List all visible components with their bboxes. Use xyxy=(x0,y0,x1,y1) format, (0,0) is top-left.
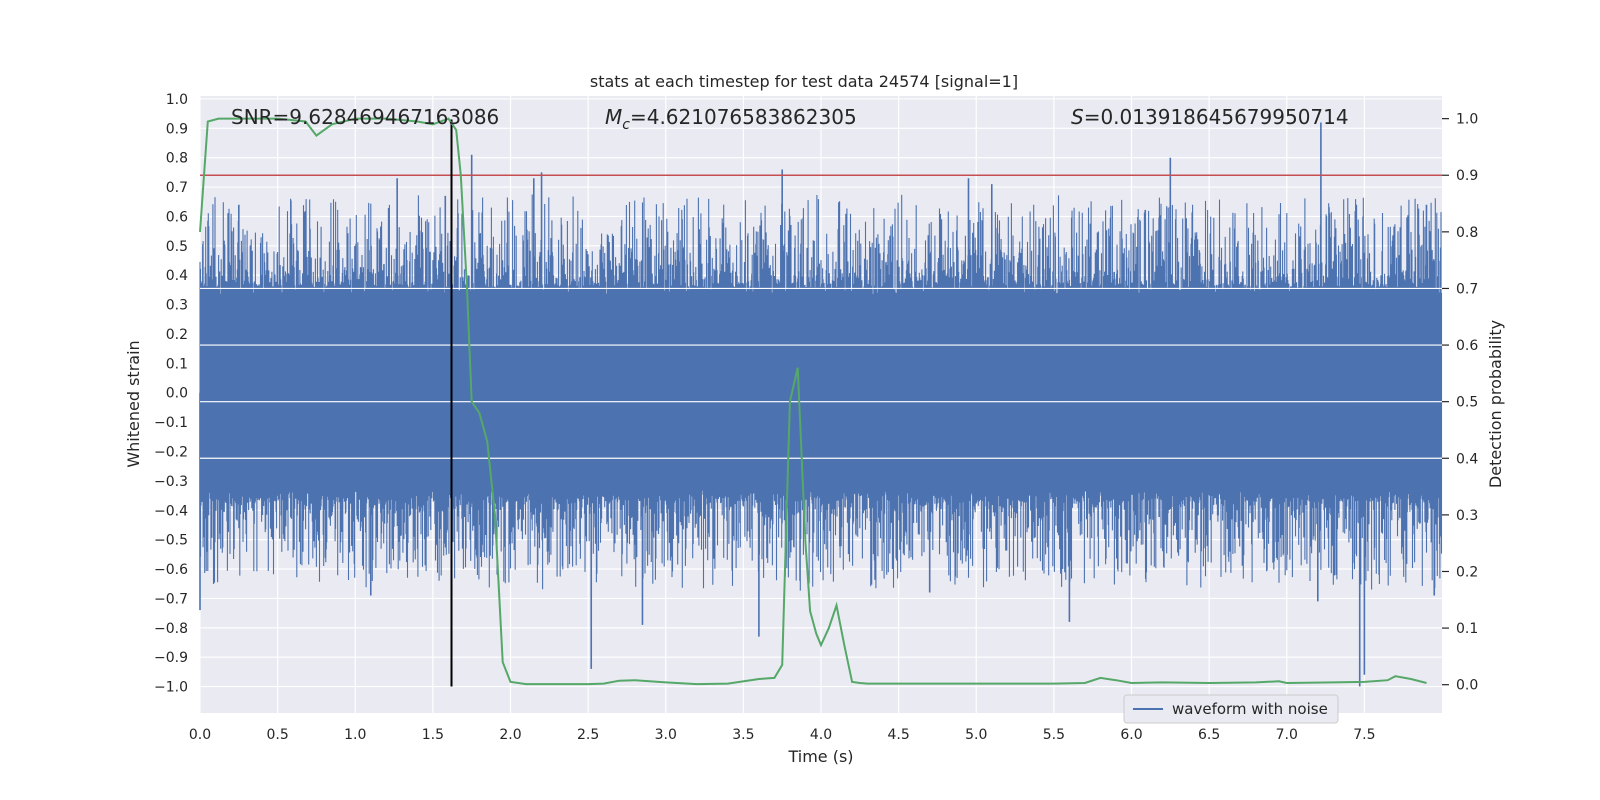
waveform-series xyxy=(199,122,1443,687)
x-tick-label: 5.0 xyxy=(965,727,987,743)
y-left-tick-label: −0.3 xyxy=(154,474,188,490)
legend-box xyxy=(1123,694,1339,724)
y-right-tick-label: 0.4 xyxy=(1456,451,1478,467)
y-left-tick-label: 0.6 xyxy=(166,209,188,225)
snr-annotation: SNR=9.628469467163086 xyxy=(231,105,499,129)
y-left-tick-label: −0.5 xyxy=(154,533,188,549)
y-right-tick-label: 0.7 xyxy=(1456,281,1478,297)
mc-subscript: c xyxy=(622,117,630,133)
waveform-core xyxy=(200,295,1442,490)
mc-symbol: M xyxy=(605,105,622,129)
y-left-tick-label: 0.8 xyxy=(166,151,188,167)
y-right-tick-label: 0.1 xyxy=(1456,621,1478,637)
y-left-tick-label: 1.0 xyxy=(166,92,188,108)
y-left-tick-label: 0.0 xyxy=(166,386,188,402)
probability-line xyxy=(199,117,1427,686)
y-left-tick-label: −0.4 xyxy=(154,503,188,519)
y-left-axis-ticks: 1.0 0.9 0.8 0.7 0.6 0.5 0.4 0.3 0.2 0.1 0.0 −0.1 −0.… xyxy=(154,92,188,696)
x-tick-label: 5.5 xyxy=(1043,727,1065,743)
y-left-tick-label: 0.1 xyxy=(166,356,188,372)
legend-label: waveform with noise xyxy=(1172,700,1328,718)
x-tick-label: 3.0 xyxy=(655,727,677,743)
x-tick-label: 0.5 xyxy=(266,727,288,743)
y-left-axis-label: Whitened strain xyxy=(124,340,143,467)
x-tick-label: 1.5 xyxy=(422,727,444,743)
y-right-tick-label: 0.6 xyxy=(1456,338,1478,354)
y-left-tick-label: −0.8 xyxy=(154,621,188,637)
s-value: =0.013918645679950714 xyxy=(1084,105,1349,129)
s-symbol: S xyxy=(1071,105,1084,129)
x-tick-label: 6.5 xyxy=(1198,727,1220,743)
y-right-axis-label: Detection probability xyxy=(1486,320,1505,488)
y-left-tick-label: −0.6 xyxy=(154,562,188,578)
chirp-mass-annotation: Mc=4.621076583862305 xyxy=(605,105,857,133)
y-left-tick-label: −0.7 xyxy=(154,591,188,607)
x-tick-label: 4.0 xyxy=(810,727,832,743)
y-left-tick-label: 0.9 xyxy=(166,121,188,137)
chart-title: stats at each timestep for test data 245… xyxy=(590,72,1018,91)
y-left-tick-label: 0.5 xyxy=(166,239,188,255)
legend: waveform with noise xyxy=(1123,694,1339,724)
y-right-tick-label: 0.2 xyxy=(1456,564,1478,580)
x-axis-label: Time (s) xyxy=(787,747,853,766)
y-left-tick-label: 0.4 xyxy=(166,268,188,284)
y-left-tick-label: 0.7 xyxy=(166,180,188,196)
y-left-tick-label: 0.2 xyxy=(166,327,188,343)
overlay-series xyxy=(199,117,1442,687)
x-tick-label: 2.5 xyxy=(577,727,599,743)
y-right-tick-label: 0.8 xyxy=(1456,225,1478,241)
y-left-tick-label: 0.3 xyxy=(166,298,188,314)
x-tick-label: 0.0 xyxy=(189,727,211,743)
s-annotation: S=0.013918645679950714 xyxy=(1071,105,1349,129)
x-tick-label: 7.0 xyxy=(1276,727,1298,743)
x-tick-label: 7.5 xyxy=(1353,727,1375,743)
mc-value: =4.621076583862305 xyxy=(630,105,857,129)
svg-text:Mc=4.621076583862305: Mc=4.621076583862305 xyxy=(605,105,857,133)
y-right-tick-label: 0.0 xyxy=(1456,678,1478,694)
y-left-tick-label: −0.9 xyxy=(154,650,188,666)
x-tick-label: 6.0 xyxy=(1120,727,1142,743)
x-axis-ticks: 0.0 0.5 1.0 1.5 2.0 2.5 3.0 3.5 4.0 4.5 5.0 5.5 6.0 6… xyxy=(189,727,1376,743)
y-right-tick-label: 1.0 xyxy=(1456,112,1478,128)
y-left-tick-label: −0.2 xyxy=(154,445,188,461)
y-right-tick-label: 0.3 xyxy=(1456,508,1478,524)
x-tick-label: 3.5 xyxy=(732,727,754,743)
y-left-tick-label: −1.0 xyxy=(154,680,188,696)
y-left-tick-label: −0.1 xyxy=(154,415,188,431)
x-tick-label: 4.5 xyxy=(887,727,909,743)
x-tick-label: 2.0 xyxy=(499,727,521,743)
y-right-tick-label: 0.5 xyxy=(1456,395,1478,411)
y-right-axis-ticks: 1.0 0.9 0.8 0.7 0.6 0.5 0.4 0.3 0.2 0.1 0.0 xyxy=(1442,112,1478,694)
y-right-tick-label: 0.9 xyxy=(1456,168,1478,184)
svg-text:S=0.013918645679950714: S=0.013918645679950714 xyxy=(1071,105,1349,129)
x-tick-label: 1.0 xyxy=(344,727,366,743)
